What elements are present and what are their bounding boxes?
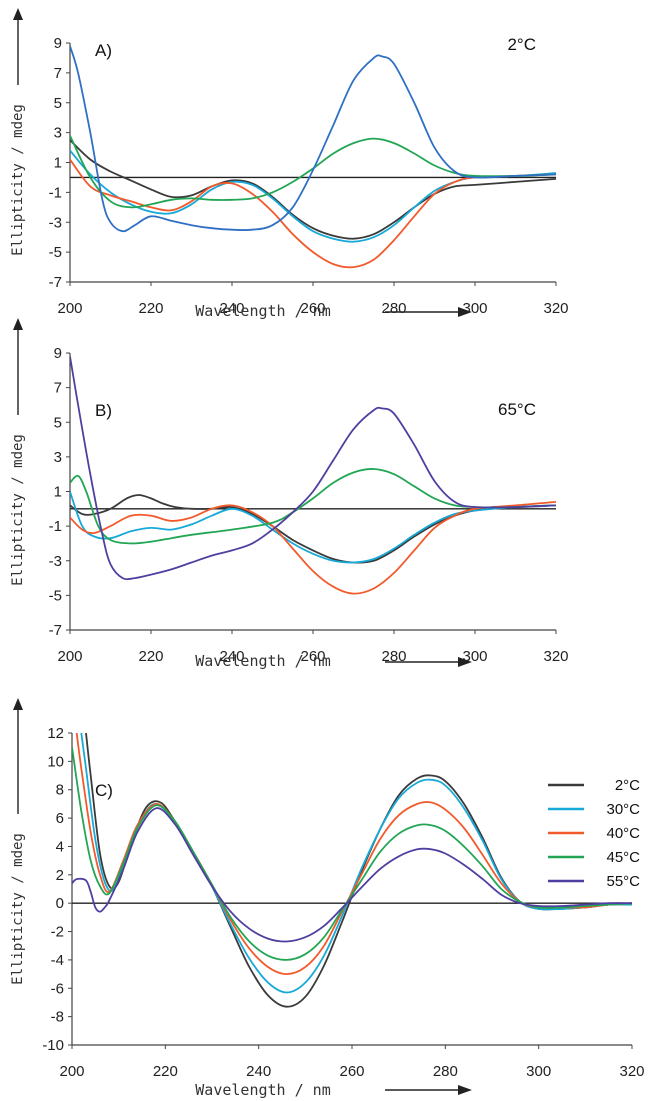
x-axis-label: Wavelength / nm [195,1081,330,1099]
x-tick-label: 320 [543,648,568,665]
y-tick-label: 7 [54,65,62,82]
y-tick-label: 6 [56,810,64,827]
series-line-45c [70,468,557,545]
y-tick-label: -10 [42,1037,64,1054]
y-tick-label: 9 [54,345,62,362]
series-line-30c [70,491,557,564]
x-tick-label: 260 [300,648,325,665]
y-tick-label: -7 [49,622,62,639]
x-tick-label: 220 [138,300,163,317]
y-axis-label: Ellipticity / mdeg [10,434,26,586]
series-line-30c [70,149,557,243]
y-axis-arrowhead [13,698,23,710]
panel-b: 9 7 5 3 1 -1 -3 -5 -7 200 220 240 260 280 300 320 Ellipt… [10,318,569,670]
y-tick-label: -5 [49,587,62,604]
series-line-55c [72,807,633,943]
y-tick-label: -6 [51,980,64,997]
x-tick-label: 220 [138,648,163,665]
series-line-45c [72,747,633,961]
y-tick-label: -7 [49,274,62,291]
y-tick-label: 7 [54,380,62,397]
series-line-blue [70,45,557,233]
x-tick-label: 280 [381,300,406,317]
x-tick-label: 200 [57,300,82,317]
series-line-2c [70,494,557,564]
y-tick-label: 9 [54,35,62,52]
y-tick-label: 3 [54,125,62,142]
panel-label: A) [95,41,112,60]
series-line-2c [70,139,557,240]
y-tick-label: -4 [51,952,64,969]
y-tick-label: -5 [49,244,62,261]
x-tick-label: 300 [462,648,487,665]
y-tick-label: 5 [54,414,62,431]
panel-label: C) [95,781,113,800]
x-axis-label: Wavelength / nm [195,302,330,320]
x-tick-label: 300 [462,300,487,317]
x-tick-label: 220 [153,1063,178,1080]
y-tick-label: -1 [49,184,62,201]
panel-a: 9 7 5 3 1 -1 -3 -5 -7 200 220 240 260 280 300 320 Ellipt… [10,8,569,320]
y-axis-arrowhead [13,8,23,20]
panel-c: 12 10 8 6 4 2 0 -2 -4 -6 -8 -10 200 220 240 260 280 300 32… [10,698,645,1099]
x-tick-label: 280 [381,648,406,665]
y-tick-label: 0 [56,895,64,912]
y-tick-label: -1 [49,518,62,535]
legend-label: 2°C [615,777,640,794]
x-axis-arrowhead [458,1085,472,1095]
x-tick-label: 240 [246,1063,271,1080]
y-tick-label: -3 [49,553,62,570]
x-tick-label: 200 [57,648,82,665]
series-line-30c [80,732,633,994]
x-tick-label: 260 [339,1063,364,1080]
panel-label: B) [95,401,112,420]
temperature-label: 65°C [498,400,536,419]
x-axis-arrowhead [458,307,472,317]
y-tick-label: 5 [54,95,62,112]
x-tick-label: 260 [300,300,325,317]
x-axis-arrowhead [458,657,472,667]
x-tick-label: 300 [526,1063,551,1080]
x-tick-label: 240 [219,300,244,317]
y-tick-label: -3 [49,214,62,231]
y-axis-label: Ellipticity / mdeg [10,833,26,985]
series-line-55c [70,356,557,581]
y-tick-label: -8 [51,1009,64,1026]
x-tick-label: 280 [433,1063,458,1080]
series-line-40c [70,501,557,595]
y-tick-label: 1 [54,484,62,501]
y-axis-label: Ellipticity / mdeg [10,104,26,256]
x-tick-label: 320 [543,300,568,317]
y-tick-label: 4 [56,838,64,855]
y-tick-label: 1 [54,155,62,172]
y-tick-label: 3 [54,449,62,466]
y-tick-label: 10 [47,753,64,770]
legend-label: 40°C [606,825,640,842]
temperature-label: 2°C [507,35,536,54]
y-tick-label: -2 [51,924,64,941]
y-tick-label: 8 [56,782,64,799]
x-tick-label: 200 [59,1063,84,1080]
x-tick-label: 240 [219,648,244,665]
legend-label: 45°C [606,849,640,866]
series-line-40c [75,732,633,976]
x-axis-label: Wavelength / nm [195,652,330,670]
y-tick-label: 12 [47,725,64,742]
x-tick-label: 320 [619,1063,644,1080]
y-tick-label: 2 [56,867,64,884]
series-line-2c [85,732,633,1008]
legend-label: 30°C [606,801,640,818]
y-axis-arrowhead [13,318,23,330]
legend-label: 55°C [606,873,640,890]
series-line-45c [70,135,557,209]
